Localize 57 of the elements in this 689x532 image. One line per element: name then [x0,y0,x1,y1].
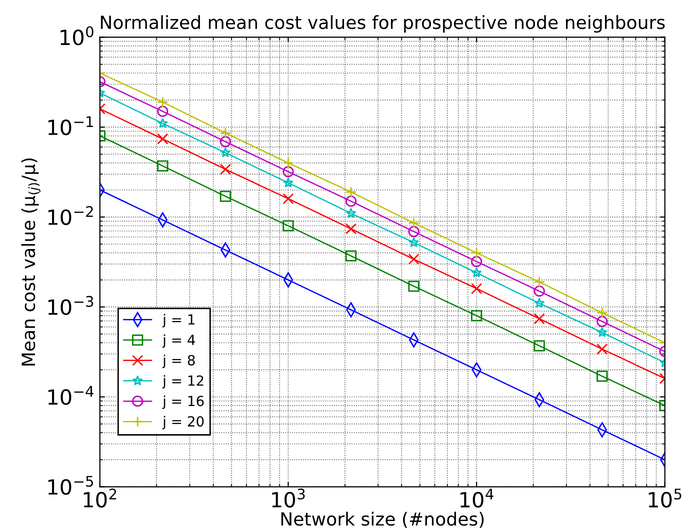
point [534,313,545,324]
point [157,106,168,117]
legend-label: j = 4 [162,334,195,348]
point [345,196,357,207]
x-tick-label: 10$^{3}$ [272,488,305,508]
point [220,147,231,158]
y-axis-title: Mean cost value (μ$_{(j)}$/μ) [21,158,41,366]
point [471,267,482,278]
point [346,208,356,218]
y-tick-label: 10$^{0}$ [60,26,94,46]
point [471,310,482,322]
y-tick-label: 10$^{−3}$ [48,296,94,316]
legend-label: j = 12 [162,375,204,389]
point [408,280,420,292]
point [534,340,545,352]
point [220,136,232,148]
point [157,118,168,128]
y-tick-label: 10$^{−2}$ [48,206,93,226]
point [220,164,232,175]
point [345,186,357,198]
point [408,254,420,265]
point [157,133,168,144]
point [596,307,608,318]
point [282,166,294,178]
point [596,370,608,382]
point [408,226,420,238]
legend-label: j = 16 [162,396,204,409]
point [534,276,545,288]
point [471,283,482,294]
point [282,193,294,204]
point [345,250,357,262]
point [596,344,608,355]
point [157,160,168,172]
legend-label: j = 20 [162,416,204,430]
y-tick-label: 10$^{−4}$ [48,386,94,405]
x-tick-label: 10$^{4}$ [460,488,494,508]
x-tick-label: 10$^{5}$ [648,488,682,508]
point [220,127,232,139]
y-tick-label: 10$^{−1}$ [48,116,93,136]
point [534,286,545,297]
point [534,298,545,308]
point [408,217,420,228]
legend-label: j = 8 [162,354,195,368]
point [471,256,482,268]
chart-title: Normalized mean cost values for prospective node neighbours [100,15,665,33]
point [157,96,168,108]
point [220,190,232,202]
x-axis-title: Network size (#nodes) [281,512,484,528]
point [345,223,357,234]
point [408,237,420,248]
point [596,326,608,338]
point [471,247,482,258]
point [282,157,294,168]
point [282,220,294,232]
point [282,177,294,188]
legend-label: j = 1 [162,314,194,328]
point [596,316,608,328]
